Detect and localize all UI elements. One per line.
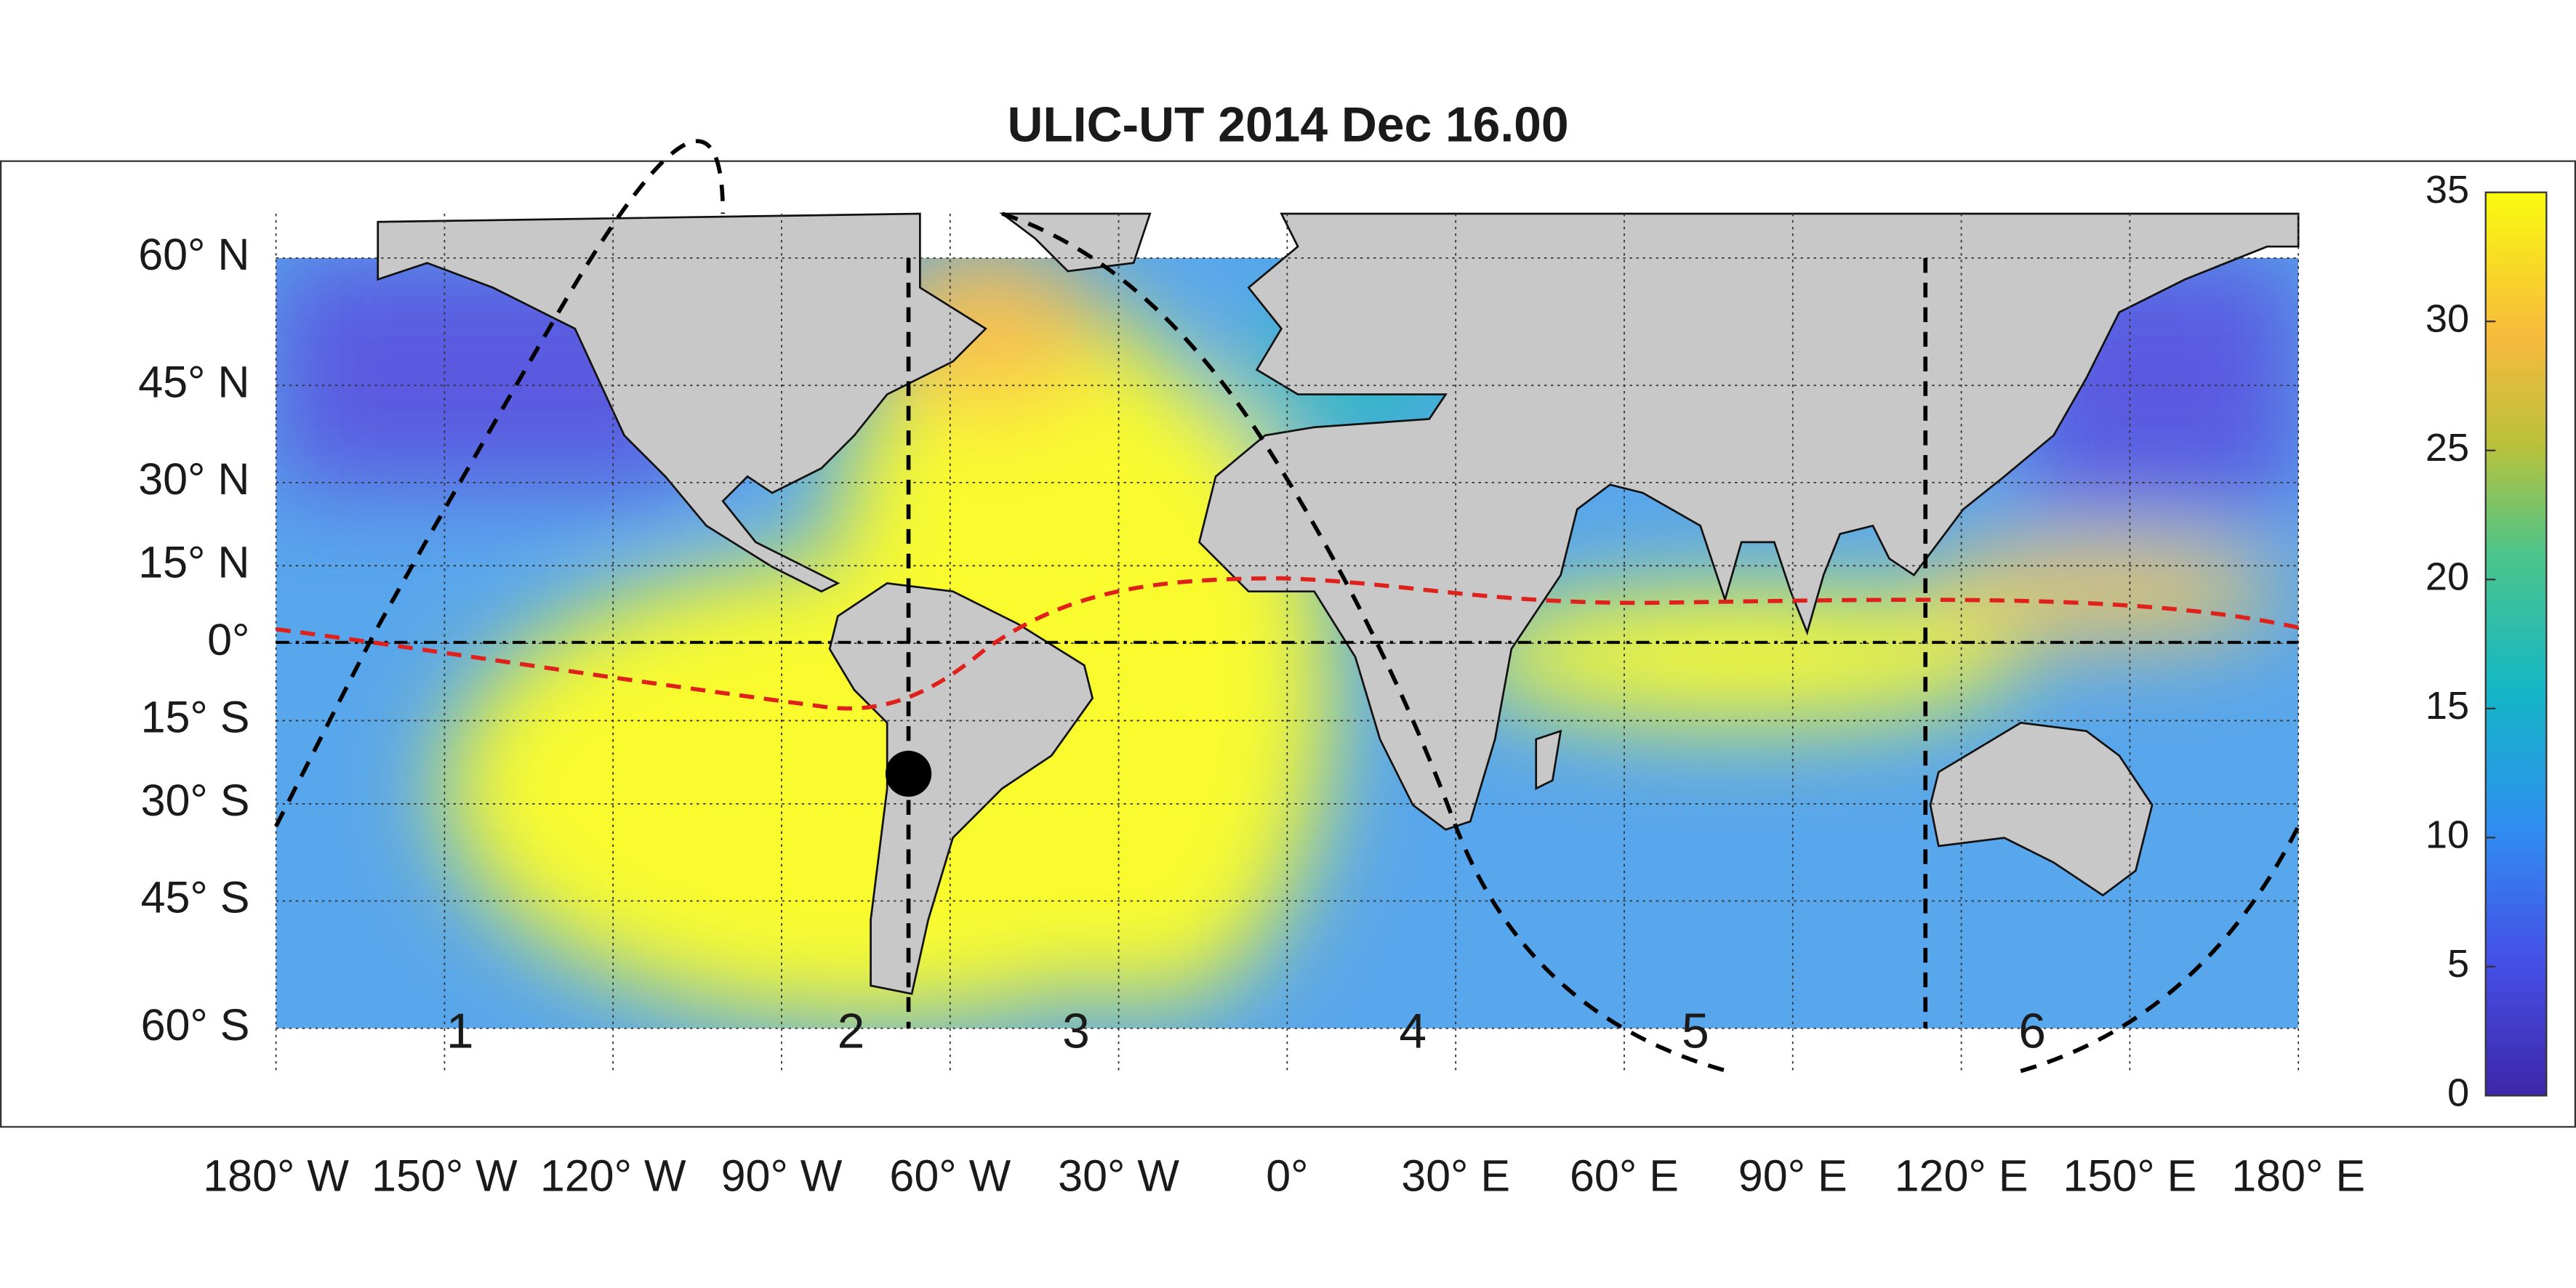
- colorbar-tick-label: 5: [2447, 942, 2469, 986]
- region-label: 5: [1682, 1005, 1709, 1059]
- colorbar-tick-label: 0: [2447, 1071, 2469, 1115]
- region-label: 3: [1062, 1005, 1090, 1059]
- x-tick-label: 60° W: [889, 1151, 1011, 1201]
- region-label: 2: [838, 1005, 865, 1059]
- colorbar-tick-label: 25: [2425, 426, 2469, 470]
- region-label: 4: [1399, 1005, 1427, 1059]
- colorbar-tick-label: 35: [2425, 168, 2469, 212]
- x-tick-label: 30° W: [1058, 1151, 1179, 1201]
- x-tick-label: 30° E: [1401, 1151, 1510, 1201]
- x-tick-label: 60° E: [1570, 1151, 1679, 1201]
- labels: 180° W 150° W 120° W 90° W 60° W 30° W 0° 30° E…: [138, 168, 2496, 1201]
- y-tick-label: 15° N: [138, 537, 249, 587]
- x-tick-label: 180° W: [203, 1151, 349, 1201]
- terminator-curve: [2020, 825, 2300, 1074]
- terminator-curve: [274, 139, 726, 828]
- colorbar-tick-label: 10: [2425, 813, 2469, 857]
- y-tick-label: 60° S: [141, 1000, 250, 1050]
- colorbar-tick-label: 15: [2425, 684, 2469, 728]
- y-tick-label: 15° S: [141, 693, 250, 742]
- x-tick-label: 90° W: [721, 1151, 843, 1201]
- region-label: 6: [2018, 1005, 2046, 1059]
- frame: [0, 160, 2576, 1128]
- colorbar-tick-label: 30: [2425, 297, 2469, 340]
- title: ULIC-UT 2014 Dec 16.00: [1007, 97, 1568, 152]
- x-tick-label: 120° W: [540, 1151, 686, 1201]
- region-label: 1: [446, 1005, 474, 1059]
- terminator-curve: [1001, 212, 1734, 1075]
- dip-equator-line: [276, 576, 2299, 711]
- y-tick-label: 30° S: [141, 776, 250, 825]
- x-tick-label: 180° E: [2231, 1151, 2365, 1201]
- y-tick-label: 60° N: [138, 230, 249, 279]
- overlay-lines: [274, 139, 2300, 1075]
- y-tick-label: 45° S: [141, 873, 250, 922]
- land: [377, 212, 2300, 995]
- station-marker: [885, 750, 932, 797]
- colorbar-tick-label: 20: [2425, 555, 2469, 599]
- colorbar: [2484, 191, 2548, 1097]
- x-tick-label: 150° W: [372, 1151, 518, 1201]
- x-tick-label: 150° E: [2063, 1151, 2196, 1201]
- x-tick-label: 0°: [1266, 1151, 1308, 1201]
- y-tick-label: 30° N: [138, 454, 249, 504]
- y-tick-label: 45° N: [138, 357, 249, 406]
- x-tick-label: 120° E: [1895, 1151, 2029, 1201]
- y-tick-label: 0°: [207, 615, 249, 664]
- x-tick-label: 90° E: [1738, 1151, 1847, 1201]
